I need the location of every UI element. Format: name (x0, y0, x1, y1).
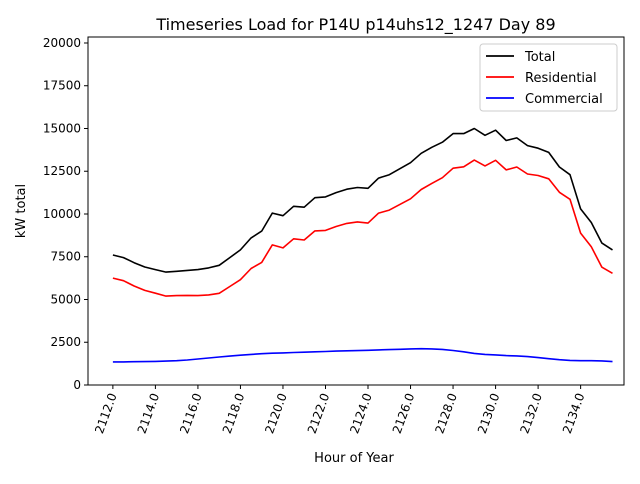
x-axis-label: Hour of Year (314, 451, 394, 466)
x-tick-label: 2112.0 (92, 391, 120, 435)
y-tick-label: 12500 (43, 164, 81, 178)
y-tick-label: 15000 (43, 121, 81, 135)
legend-label-residential: Residential (525, 71, 597, 86)
x-tick-label: 2120.0 (262, 391, 290, 435)
x-tick-label: 2114.0 (135, 391, 163, 435)
y-tick-label: 2500 (50, 335, 81, 349)
legend: Total Residential Commercial (479, 43, 618, 112)
x-tick-label: 2134.0 (560, 391, 588, 435)
series-line-total (112, 127, 613, 273)
x-tick-label: 2116.0 (177, 391, 205, 435)
y-tick-label: 7500 (50, 250, 81, 264)
y-tick-label: 10000 (43, 207, 81, 221)
plot-frame (87, 36, 625, 386)
x-tick-label: 2118.0 (220, 391, 248, 435)
series-line-commercial (112, 347, 613, 363)
series-line-residential (112, 159, 613, 297)
legend-label-total: Total (524, 50, 555, 65)
y-axis-label: kW total (14, 184, 29, 238)
x-tick-label: 2132.0 (517, 391, 545, 435)
y-tick-label: 0 (73, 378, 81, 392)
x-tick-label: 2130.0 (475, 391, 503, 435)
x-tick-label: 2124.0 (347, 391, 375, 435)
x-tick-label: 2126.0 (390, 391, 418, 435)
y-tick-label: 5000 (50, 292, 81, 306)
chart-title: Timeseries Load for P14U p14uhs12_1247 D… (155, 15, 555, 35)
legend-box (479, 43, 618, 112)
x-tick-label: 2128.0 (432, 391, 460, 435)
y-tick-label: 17500 (43, 79, 81, 93)
legend-label-commercial: Commercial (525, 92, 603, 107)
x-tick-label: 2122.0 (305, 391, 333, 435)
y-tick-label: 20000 (43, 36, 81, 50)
